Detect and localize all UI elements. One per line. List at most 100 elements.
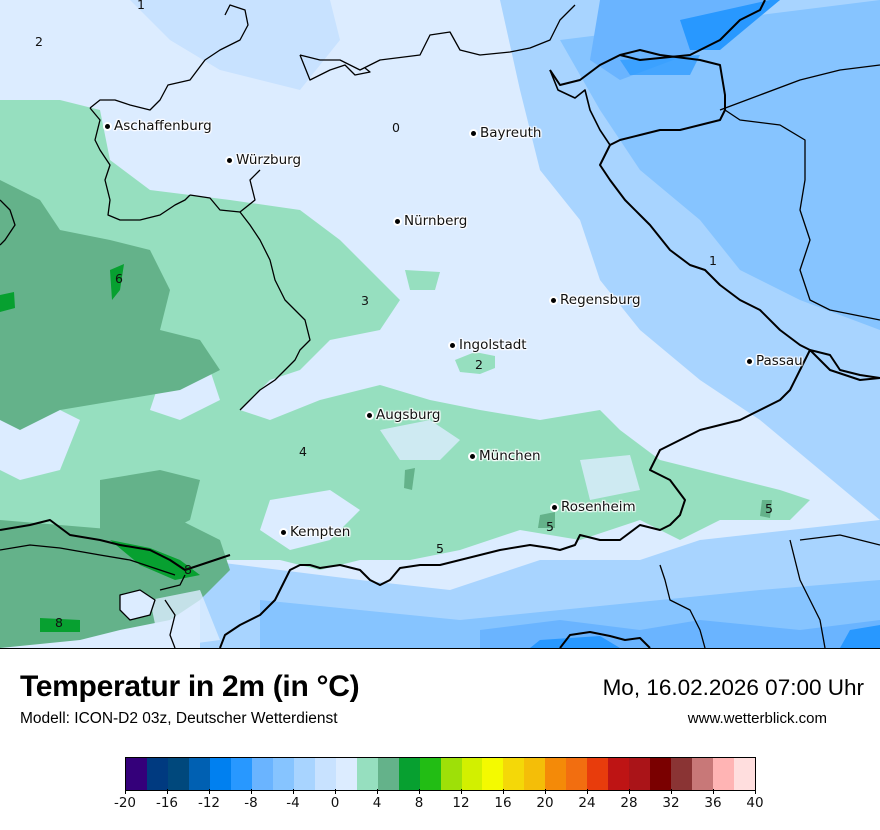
temperature-map: 1 2 0 6 3 1 2 4 5 5 5 8 8 Aschaffenburg … [0,0,880,649]
city-label: Bayreuth [480,125,542,141]
color-legend [125,757,756,791]
legend-swatch [188,758,210,790]
legend-tick-mark [419,789,420,794]
legend-tick-label: 28 [620,795,638,811]
legend-swatch [167,758,189,790]
legend-tick-label: 36 [704,795,722,811]
isotherm-label: 6 [115,271,123,286]
isotherm-label: 8 [184,562,192,577]
legend-swatch [482,758,504,790]
isotherm-label: 3 [361,293,369,308]
legend-tick-mark [335,789,336,794]
city-label: München [479,448,541,464]
legend-swatch [650,758,672,790]
temperature-field [0,0,880,648]
isotherm-label: 1 [137,0,145,12]
isotherm-label: 8 [55,615,63,630]
legend-tick-label: 16 [494,795,512,811]
legend-tick-label: 20 [536,795,554,811]
legend-tick-label: 24 [578,795,596,811]
legend-tick-mark [167,789,168,794]
legend-swatch [356,758,378,790]
legend-tick-label: -8 [244,795,258,811]
legend-tick-label: 4 [372,795,382,811]
map-title: Temperatur in 2m (in °C) [20,670,360,703]
legend-tick-label: -20 [113,795,137,811]
legend-swatch [272,758,294,790]
legend-tick-mark [377,789,378,794]
city-marker-passau: Passau [747,353,803,369]
legend-tick-label: 12 [452,795,470,811]
isotherm-label: 0 [392,120,400,135]
legend-swatch [314,758,336,790]
legend-swatch [209,758,231,790]
legend-tick-mark [671,789,672,794]
city-marker-muenchen: München [470,448,541,464]
city-dot-icon [105,123,110,129]
legend-swatch [126,758,147,790]
isotherm-label: 4 [299,444,307,459]
legend-tick-mark [125,789,126,794]
legend-swatch [671,758,693,790]
city-label: Rosenheim [561,499,636,515]
legend-tick-mark [293,789,294,794]
legend-tick-label: -12 [197,795,221,811]
legend-swatch [293,758,315,790]
isotherm-label: 5 [546,519,554,534]
legend-swatch [692,758,714,790]
model-source: Modell: ICON-D2 03z, Deutscher Wetterdie… [20,710,338,727]
legend-swatch [629,758,651,790]
isotherm-label: 1 [709,253,717,268]
city-label: Augsburg [376,407,441,423]
legend-tick-label: 32 [662,795,680,811]
legend-swatch [734,758,756,790]
legend-tick-mark [251,789,252,794]
legend-swatch [524,758,546,790]
city-dot-icon [552,504,557,510]
legend-tick-label: -16 [155,795,179,811]
legend-tick-mark [209,789,210,794]
legend-tick-mark [755,789,756,794]
legend-swatch [713,758,735,790]
forecast-datetime: Mo, 16.02.2026 07:00 Uhr [602,675,864,700]
city-label: Passau [756,353,803,369]
legend-swatch [503,758,525,790]
city-dot-icon [747,358,752,364]
legend-tick-mark [629,789,630,794]
legend-tick-mark [461,789,462,794]
website-link[interactable]: www.wetterblick.com [687,710,827,727]
city-dot-icon [470,453,475,459]
city-dot-icon [395,218,400,224]
city-marker-wuerzburg: Würzburg [227,152,301,168]
legend-swatch [398,758,420,790]
city-label: Nürnberg [404,213,468,229]
city-dot-icon [227,157,232,163]
city-dot-icon [281,529,286,535]
legend-tick-label: 0 [330,795,340,811]
legend-swatch [230,758,252,790]
city-dot-icon [367,412,372,418]
city-dot-icon [471,130,476,136]
city-marker-ingolstadt: Ingolstadt [450,337,527,353]
legend-swatch [377,758,399,790]
city-dot-icon [450,342,455,348]
color-legend-ticks: -20 -16 -12 -8 -4 0 4 8 12 16 20 24 28 32 36 40 [114,789,764,819]
city-marker-rosenheim: Rosenheim [552,499,636,515]
legend-swatch [335,758,357,790]
legend-tick-mark [713,789,714,794]
city-marker-augsburg: Augsburg [367,407,440,423]
legend-swatch [587,758,609,790]
legend-tick-label: -4 [286,795,300,811]
legend-swatch [461,758,483,790]
city-marker-bayreuth: Bayreuth [471,125,542,141]
legend-swatch [545,758,567,790]
city-label: Aschaffenburg [114,118,212,134]
isotherm-label: 5 [765,501,773,516]
isotherm-label: 2 [475,357,483,372]
city-marker-kempten: Kempten [281,524,350,540]
city-label: Würzburg [236,152,302,168]
city-marker-regensburg: Regensburg [551,292,641,308]
legend-swatch [566,758,588,790]
legend-tick-mark [503,789,504,794]
city-label: Ingolstadt [459,337,527,353]
